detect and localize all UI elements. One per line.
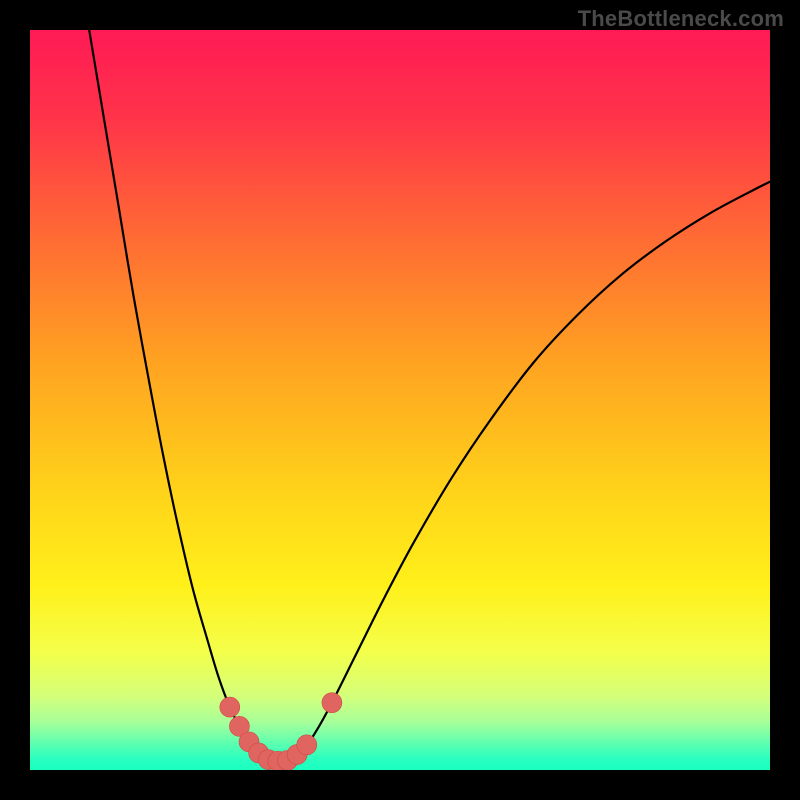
bottleneck-curve	[89, 30, 770, 762]
marker-dot	[297, 735, 317, 755]
marker-dot	[220, 697, 240, 717]
curve-overlay	[30, 30, 770, 770]
marker-dots	[220, 693, 342, 770]
plot-area	[30, 30, 770, 770]
watermark-text: TheBottleneck.com	[578, 6, 784, 32]
marker-dot	[322, 693, 342, 713]
